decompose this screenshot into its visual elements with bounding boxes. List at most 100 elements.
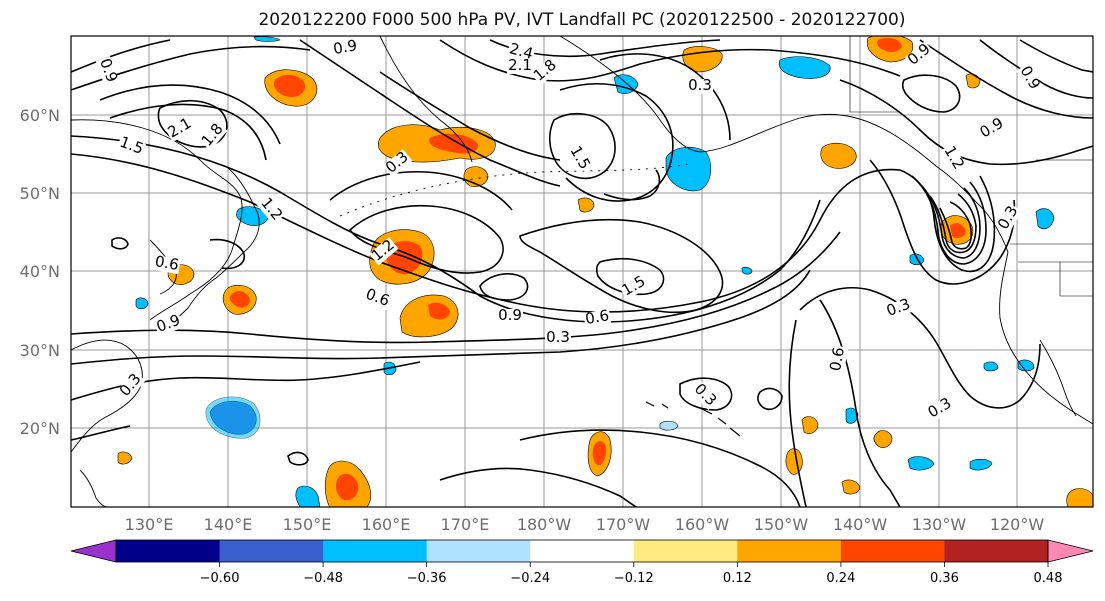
negative-anomaly-region — [741, 266, 753, 275]
contour-label-halo — [382, 149, 413, 178]
positive-anomaly-core — [428, 302, 450, 320]
negative-anomaly-region — [778, 56, 831, 79]
contour-line — [299, 39, 561, 187]
contour-label-text: 2.1 — [508, 56, 532, 74]
contour-label-halo — [940, 143, 967, 174]
longitude-label: 170°W — [596, 515, 651, 534]
colorbar-segment — [633, 540, 738, 562]
positive-anomaly-region — [873, 430, 893, 448]
contour-label: 1.5 — [116, 133, 146, 159]
colorbar-segment — [737, 540, 842, 562]
contour-label-halo — [165, 115, 196, 142]
contour-label-halo — [154, 313, 184, 337]
contour-line — [287, 451, 309, 466]
contour-line — [379, 71, 561, 161]
map-frame — [70, 35, 1094, 508]
contour-label-halo — [884, 297, 914, 321]
colorbar-segment — [219, 540, 324, 562]
positive-anomaly-region — [682, 46, 723, 73]
contour-label-halo — [1016, 63, 1043, 94]
contour-line — [901, 74, 961, 113]
contour-label-halo — [925, 395, 956, 422]
contour-label: 0.6 — [583, 306, 612, 329]
contour-line — [819, 299, 901, 507]
japan-coastline — [163, 167, 260, 331]
contour-label-halo — [904, 41, 935, 70]
positive-anomaly-core — [877, 38, 902, 53]
contour-label: 2.4 — [506, 39, 536, 64]
map-title: 2020122200 F000 500 hPa PV, IVT Landfall… — [258, 10, 905, 30]
contour-line — [911, 175, 987, 265]
contour-line — [559, 82, 674, 202]
graticule — [71, 36, 1093, 507]
positive-anomaly-region — [841, 479, 861, 495]
negative-anomaly-region — [1035, 208, 1055, 230]
contour-line — [929, 193, 977, 254]
contour-label-halo — [199, 120, 228, 151]
colorbar-segment — [116, 540, 221, 562]
colorbar-segment — [944, 540, 1049, 562]
contour-label-halo — [507, 59, 533, 74]
alaska-coastline — [559, 36, 937, 167]
contour-label: 0.9 — [497, 306, 523, 324]
colorbar-segment — [840, 540, 945, 562]
longitude-label: 150°E — [283, 515, 332, 534]
negative-anomaly-region-outer — [205, 396, 261, 439]
contour-line — [99, 84, 281, 145]
longitude-label: 160°E — [362, 515, 411, 534]
contour-line — [439, 467, 637, 507]
positive-anomaly-region — [820, 142, 857, 169]
contour-line — [71, 39, 171, 73]
latitude-label: 60°N — [20, 106, 60, 125]
colorbar-tick-label: −0.48 — [303, 571, 343, 586]
positive-anomaly-core — [592, 441, 606, 466]
contour-line — [1019, 39, 1093, 73]
china-coastline — [71, 339, 143, 453]
positive-anomaly-core — [229, 291, 250, 308]
positive-anomaly-region — [785, 448, 803, 475]
contour-line — [479, 273, 529, 301]
contour-line — [679, 377, 733, 411]
us-west-coastline — [999, 251, 1093, 425]
contour-label-halo — [497, 309, 523, 324]
contour-label: 0.6 — [826, 345, 849, 374]
latitude-label: 30°N — [20, 341, 60, 360]
longitude-label: 130°W — [912, 515, 967, 534]
contour-line — [71, 45, 311, 91]
colorbar-extend-high — [1047, 539, 1094, 563]
contour-label-text: 0.3 — [546, 328, 570, 346]
latitude-label: 40°N — [20, 262, 60, 281]
contour-label-text: 0.6 — [826, 346, 848, 373]
colorbar-tick-label: −0.60 — [200, 571, 240, 586]
contour-label: 2.1 — [507, 56, 533, 74]
colorbar-tick-label: 0.48 — [1034, 571, 1063, 586]
aleutians-coastline — [339, 163, 691, 217]
contour-line — [603, 169, 661, 201]
contour-label-text: 0.9 — [498, 306, 522, 324]
negative-anomaly-region — [236, 206, 269, 226]
negative-anomaly-region — [1017, 359, 1035, 372]
contour-line — [757, 387, 783, 411]
contour-label-halo — [687, 79, 713, 94]
contour-line — [71, 153, 901, 313]
map-panel: 0.90.9 2.42.11.80.32.1 1.81.51.21.50.30.60… — [20, 35, 1094, 534]
longitude-label: 120°W — [990, 515, 1045, 534]
latitude-label: 20°N — [20, 419, 60, 438]
asia-coastline — [71, 119, 243, 321]
contour-line — [209, 238, 246, 270]
contour-line — [799, 287, 1041, 409]
contour-label-halo — [689, 381, 719, 411]
contour-label-text: 0.6 — [584, 306, 611, 328]
contour-label-halo — [331, 38, 360, 59]
contour-label-text: 0.6 — [154, 252, 181, 274]
contour-line — [348, 204, 504, 274]
contour-line — [71, 135, 821, 323]
positive-anomaly-region — [117, 451, 133, 465]
contour-label-halo — [583, 308, 612, 329]
colorbar-tick-label: −0.12 — [614, 571, 654, 586]
contour-label-halo — [152, 254, 181, 275]
contour-line — [519, 218, 724, 314]
positive-anomaly-region — [1066, 488, 1093, 507]
positive-anomaly-core — [336, 473, 359, 501]
